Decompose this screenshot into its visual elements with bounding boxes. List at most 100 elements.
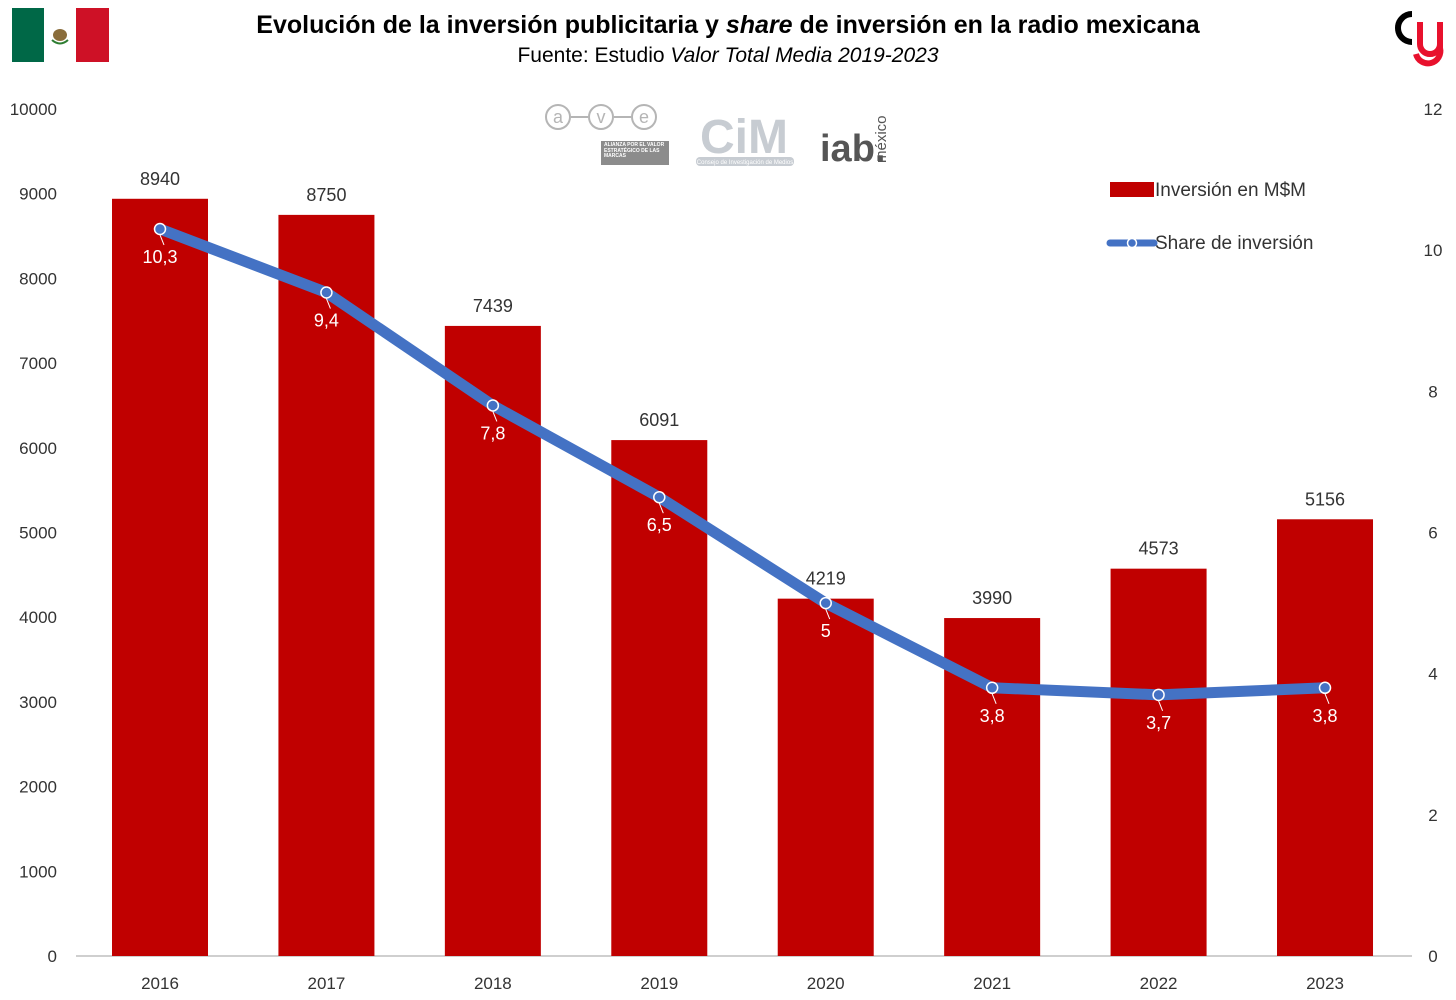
cim-logo: CiM Consejo de Investigación de Medios (696, 111, 794, 166)
line-value-label: 6,5 (647, 515, 672, 535)
bar-series (112, 198, 1374, 957)
line-label-leader (1158, 700, 1164, 712)
y-left-tick-label: 2000 (19, 778, 57, 797)
x-tick-label: 2018 (474, 974, 512, 993)
y-left-tick-label: 7000 (19, 354, 57, 373)
bar-value-label: 8940 (140, 169, 180, 189)
line-label-leader (1324, 693, 1330, 704)
y-right-tick-label: 10 (1424, 241, 1443, 260)
line-label-leader (325, 298, 331, 309)
bar-value-label: 5156 (1305, 489, 1345, 509)
bar-2022 (1110, 568, 1207, 956)
line-point-2018 (486, 399, 500, 412)
chart-title-part-2: de inversión en la radio mexicana (792, 11, 1200, 39)
mexico-flag-icon (12, 8, 109, 62)
x-tick-label: 2022 (1140, 974, 1178, 993)
line-point-2019 (653, 490, 666, 504)
cim-caption: Consejo de Investigación de Medios (697, 160, 793, 166)
line-value-label: 9,4 (314, 311, 339, 331)
legend-bar-label: Inversión en M$M (1155, 180, 1306, 201)
ave-letter-a: a (553, 107, 564, 127)
ave-logo: a v e ALIANZA POR EL VALOR ESTRATÉGICO D… (545, 104, 669, 165)
y-right-tick-label: 0 (1428, 947, 1437, 966)
cim-text: CiM (700, 111, 788, 164)
chart-subtitle-emphasis: Valor Total Media 2019-2023 (670, 44, 939, 67)
ave-caption: ALIANZA POR EL VALOR ESTRATÉGICO DE LAS … (604, 142, 665, 159)
y-axis-left: 0 1000 2000 3000 4000 5000 6000 7000 8000 9000 100… (10, 100, 57, 966)
bar-2019 (611, 440, 708, 956)
line-label-leader (658, 503, 664, 514)
line-value-label: 5 (821, 621, 831, 641)
chart-subtitle-part-1: Fuente: Estudio (517, 44, 671, 67)
line-point-2020 (819, 596, 832, 610)
y-left-tick-label: 0 (48, 947, 57, 966)
bar-value-label: 8750 (306, 185, 346, 205)
bar-value-label: 6091 (639, 410, 679, 430)
chart-title-emphasis: share (725, 11, 793, 39)
bar-2016 (112, 198, 208, 957)
x-tick-label: 2021 (973, 974, 1011, 993)
line-value-label: 7,8 (480, 423, 505, 443)
y-right-tick-label: 4 (1428, 665, 1437, 684)
x-tick-label: 2016 (141, 974, 179, 993)
x-tick-label: 2020 (807, 974, 845, 993)
line-value-label: 10,3 (142, 247, 177, 267)
iab-logo: iab. méxico (820, 115, 890, 170)
chart-subtitle: Fuente: Estudio Valor Total Media 2019-2… (0, 42, 1456, 70)
y-left-tick-label: 4000 (19, 608, 57, 627)
bar-labels: 8940 8750 7439 6091 4219 3990 4573 5156 (140, 169, 1345, 608)
y-right-tick-label: 2 (1428, 806, 1437, 825)
ave-letter-e: e (639, 107, 649, 127)
bar-value-label: 4573 (1139, 539, 1179, 559)
line-point-2023 (1318, 681, 1332, 695)
bar-2018 (444, 325, 541, 956)
y-axis-right: 0 2 4 6 8 10 12 (1424, 100, 1443, 966)
x-tick-label: 2019 (640, 974, 678, 993)
y-right-tick-label: 8 (1428, 382, 1437, 401)
y-left-tick-label: 1000 (19, 862, 57, 881)
line-point-2017 (320, 286, 333, 299)
y-right-tick-label: 6 (1428, 524, 1437, 543)
y-right-tick-label: 12 (1424, 100, 1443, 119)
x-axis: 2016 2017 2018 2019 2020 2021 2022 2023 (141, 974, 1344, 993)
y-left-tick-label: 3000 (19, 693, 57, 712)
y-left-tick-label: 10000 (10, 100, 57, 119)
bar-2020 (777, 598, 874, 956)
legend: Inversión en M$M Share de inversión (1106, 180, 1313, 254)
line-series (153, 222, 1332, 712)
line-value-label: 3,8 (1312, 706, 1337, 726)
title-block: Evolución de la inversión publicitaria y… (0, 8, 1456, 70)
bar-2017 (278, 214, 375, 956)
x-tick-label: 2017 (308, 974, 346, 993)
y-left-tick-label: 9000 (19, 185, 57, 204)
y-left-tick-label: 5000 (19, 524, 57, 543)
line-point-2021 (985, 681, 999, 695)
line-point-2022 (1152, 688, 1165, 702)
y-left-tick-label: 6000 (19, 439, 57, 458)
line-label-leader (492, 411, 498, 422)
line-value-label: 3,8 (980, 706, 1005, 726)
brand-logo-icon (1395, 11, 1444, 67)
iab-text: iab. (820, 128, 885, 170)
share-line (154, 223, 1331, 701)
iab-suffix: méxico (873, 115, 890, 163)
y-left-tick-label: 8000 (19, 269, 57, 288)
line-labels: 10,3 9,4 7,8 6,5 5 3,8 3,7 3,8 (142, 247, 1337, 733)
line-label-leader (159, 234, 165, 246)
legend-line-marker (1126, 237, 1138, 249)
bar-value-label: 3990 (972, 588, 1012, 608)
bar-value-label: 7439 (473, 296, 513, 316)
legend-line-label: Share de inversión (1155, 233, 1313, 254)
line-value-label: 3,7 (1146, 713, 1171, 733)
x-tick-label: 2023 (1306, 974, 1344, 993)
line-label-leader (825, 608, 831, 620)
line-point-2016 (153, 222, 167, 236)
bar-value-label: 4219 (806, 569, 846, 589)
chart-title-part-1: Evolución de la inversión publicitaria y (256, 11, 726, 39)
legend-bar-swatch (1110, 182, 1154, 197)
chart-title: Evolución de la inversión publicitaria y… (0, 8, 1456, 42)
line-label-leader (991, 693, 997, 704)
ave-letter-v: v (597, 107, 606, 127)
bar-2023 (1277, 519, 1374, 956)
